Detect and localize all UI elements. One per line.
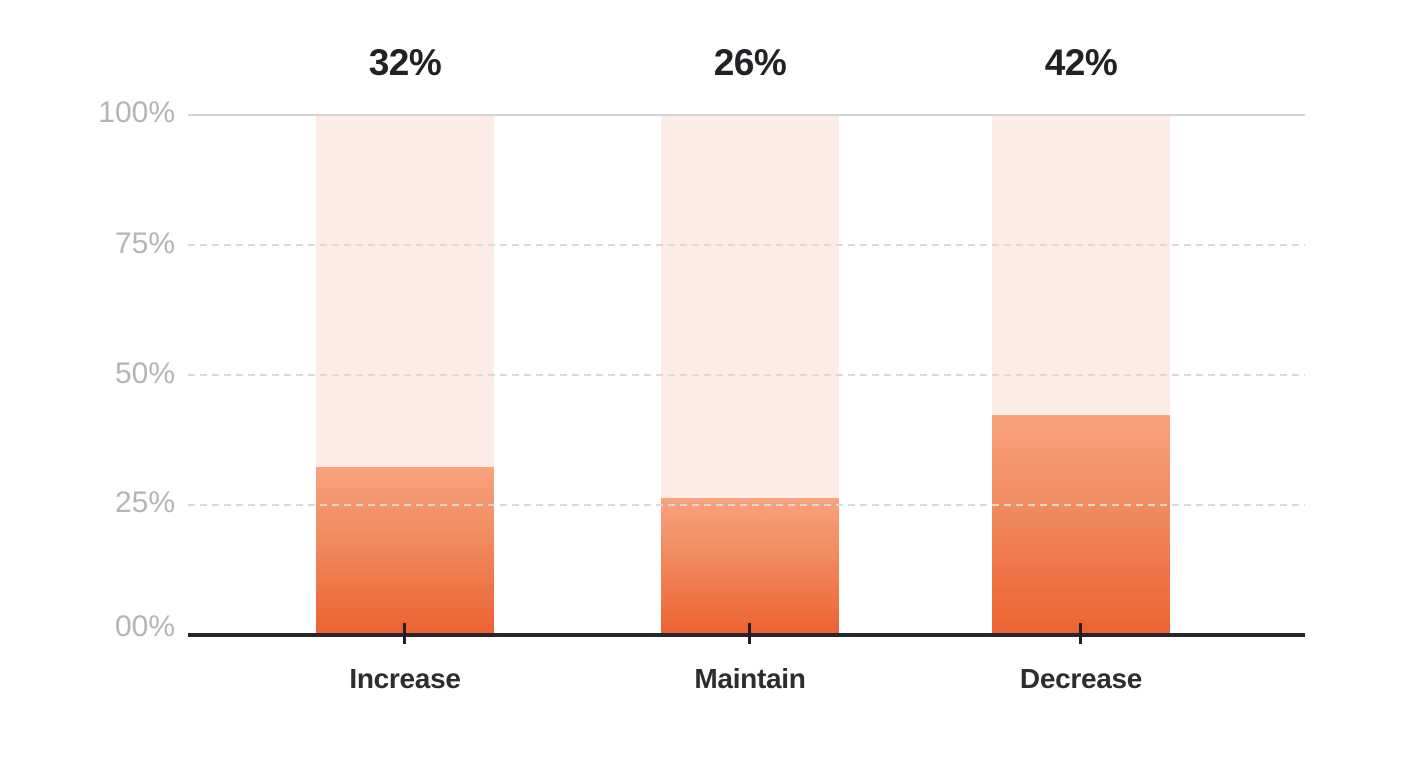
y-axis-label-25: 25% bbox=[114, 486, 175, 519]
x-axis-line bbox=[188, 633, 1305, 637]
value-label-increase: 32% bbox=[368, 42, 442, 83]
gridline-25 bbox=[188, 504, 1305, 506]
y-axis-label-0: 00% bbox=[114, 610, 175, 643]
x-axis-label-decrease: Decrease bbox=[1019, 663, 1143, 694]
x-axis-label-increase: Increase bbox=[349, 663, 461, 694]
gridline-100 bbox=[188, 114, 1305, 116]
x-axis-label-maintain: Maintain bbox=[694, 663, 806, 694]
x-tick-decrease bbox=[1079, 623, 1082, 644]
y-axis-label-100: 100% bbox=[98, 96, 175, 129]
bar-fill-decrease bbox=[992, 415, 1170, 633]
bar-fill-increase bbox=[316, 466, 494, 633]
gridline-50 bbox=[188, 374, 1305, 376]
x-tick-maintain bbox=[748, 623, 751, 644]
bar-track-increase bbox=[316, 114, 494, 633]
x-tick-increase bbox=[403, 623, 406, 644]
plot-area bbox=[188, 114, 1305, 644]
bar-fill-maintain bbox=[661, 498, 839, 633]
bar-track-maintain bbox=[661, 114, 839, 633]
y-axis-label-75: 75% bbox=[114, 227, 175, 260]
y-axis-label-50: 50% bbox=[114, 357, 175, 390]
value-label-decrease: 42% bbox=[1044, 42, 1118, 83]
bar-track-decrease bbox=[992, 114, 1170, 633]
gridline-75 bbox=[188, 244, 1305, 246]
value-label-maintain: 26% bbox=[713, 42, 787, 83]
